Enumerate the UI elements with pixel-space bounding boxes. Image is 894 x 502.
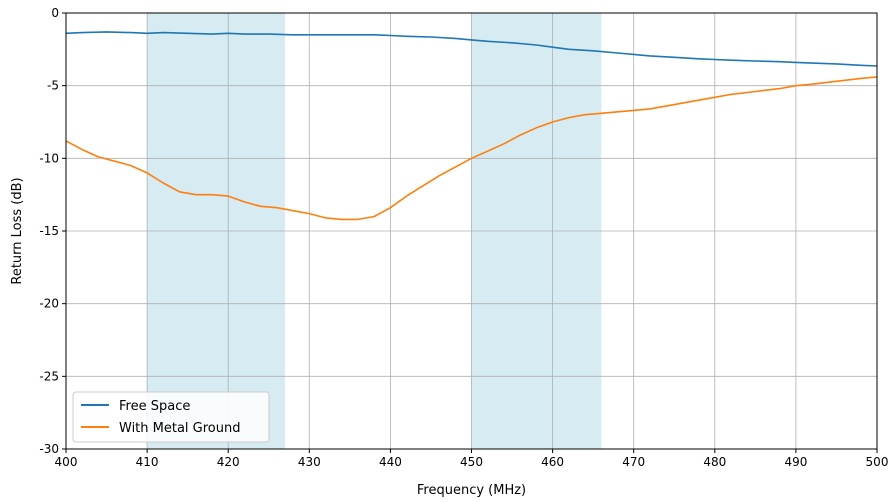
x-tick-label: 500	[866, 455, 889, 469]
x-tick-label: 410	[136, 455, 159, 469]
y-tick-label: -15	[39, 224, 59, 238]
series-line-with-metal-ground	[65, 76, 878, 221]
y-axis-ticks: 0 -5 -10 -15 -20 -25 -30	[39, 6, 66, 456]
x-tick-label: 470	[622, 455, 645, 469]
x-axis-label: Frequency (MHz)	[417, 483, 526, 498]
x-tick-label: 480	[703, 455, 726, 469]
x-tick-label: 420	[217, 455, 240, 469]
legend-box	[72, 391, 270, 443]
x-tick-label: 450	[460, 455, 483, 469]
legend-label: With Metal Ground	[119, 421, 241, 436]
x-tick-label: 440	[379, 455, 402, 469]
y-tick-label: -5	[47, 79, 59, 93]
legend: Free Space With Metal Ground	[72, 391, 270, 443]
y-tick-label: -25	[39, 369, 59, 383]
series-lines	[65, 31, 878, 221]
y-tick-label: -30	[39, 442, 59, 456]
y-tick-label: -10	[39, 151, 59, 165]
y-tick-label: -20	[39, 297, 59, 311]
x-tick-label: 460	[541, 455, 564, 469]
y-tick-label: 0	[51, 6, 59, 20]
x-tick-label: 490	[784, 455, 807, 469]
x-tick-label: 400	[55, 455, 78, 469]
x-axis-ticks: 400 410 420 430 440 450 460 470 480 490 500	[55, 449, 889, 469]
x-tick-label: 430	[298, 455, 321, 469]
legend-label: Free Space	[119, 399, 190, 414]
y-axis-label: Return Loss (dB)	[10, 177, 25, 284]
series-line-free-space	[65, 31, 878, 67]
